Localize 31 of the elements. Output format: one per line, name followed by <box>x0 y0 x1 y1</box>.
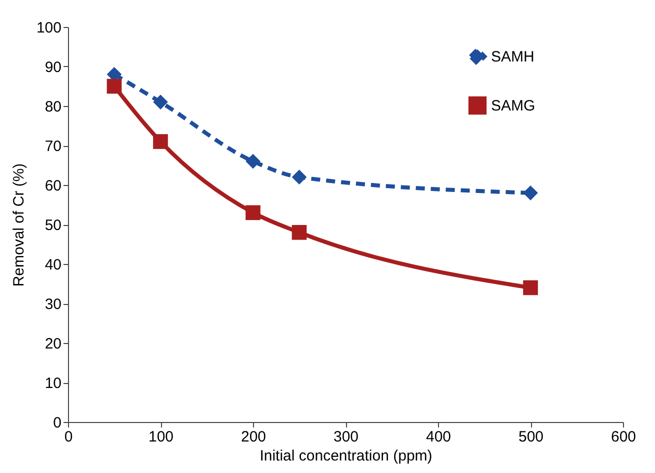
legend-label: SAMH <box>491 48 534 66</box>
x-tick-label: 500 <box>518 428 544 446</box>
y-tick-label: 0 <box>53 414 62 432</box>
x-tick-label: 200 <box>240 428 266 446</box>
legend-label: SAMG <box>491 98 536 114</box>
x-axis-title: Initial concentration (ppm) <box>260 448 432 464</box>
y-tick-label: 30 <box>44 296 62 313</box>
point <box>292 224 307 240</box>
y-tick-label: 20 <box>44 336 62 352</box>
y-axis-title: Removal of Cr (%) <box>10 163 28 287</box>
point <box>292 170 307 185</box>
point <box>523 280 538 296</box>
y-tick-label: 90 <box>44 59 62 76</box>
x-tick-label: 100 <box>148 428 174 446</box>
y-tick-label: 40 <box>44 256 62 274</box>
point <box>153 94 168 110</box>
y-tick-label: 50 <box>44 217 62 234</box>
point <box>246 205 260 220</box>
x-tick-label: 0 <box>64 428 73 446</box>
x-tick-label: 400 <box>426 428 452 446</box>
point <box>523 185 538 200</box>
x-tick-label: 300 <box>333 428 359 446</box>
y-tick-label: 70 <box>44 138 62 155</box>
y-tick-label: 10 <box>44 375 62 392</box>
point <box>106 78 122 94</box>
y-tick-label: 80 <box>44 98 62 116</box>
y-tick-label: 100 <box>36 20 62 36</box>
x-tick-label: 600 <box>610 428 636 446</box>
point <box>246 154 260 169</box>
y-tick-label: 60 <box>44 178 62 194</box>
point <box>153 134 168 149</box>
